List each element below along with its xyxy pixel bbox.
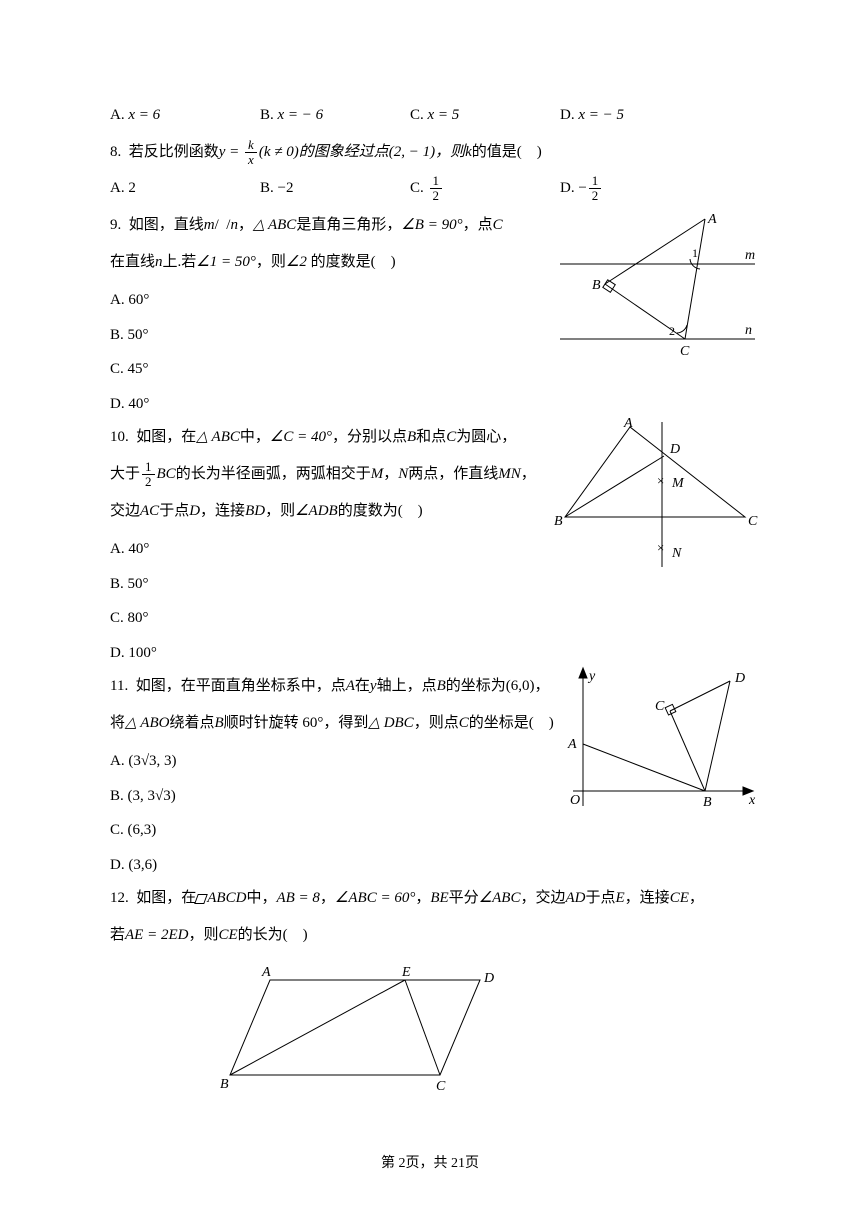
svg-text:D: D	[734, 671, 745, 686]
q7-opt-c[interactable]: C. x = 5	[410, 100, 560, 130]
q11-opt-d[interactable]: D. (3,6)	[110, 848, 750, 883]
svg-text:C: C	[748, 514, 758, 529]
q8-stem: 8. 若反比例函数y = kx(k ≠ 0)的图象经过点(2, − 1)，则k的…	[110, 136, 750, 169]
q7-opt-b[interactable]: B. x = − 6	[260, 100, 410, 130]
q7-opt-d[interactable]: D. x = − 5	[560, 100, 624, 130]
q10-block: A B C D M N × × 10. 如图，在△ ABC中，∠C = 40°，…	[110, 421, 750, 670]
q8-opt-c[interactable]: C. 12	[410, 173, 560, 203]
q11-figure: y x O A B C D	[555, 666, 760, 821]
svg-text:m: m	[745, 248, 755, 263]
svg-text:C: C	[436, 1079, 446, 1094]
svg-text:A: A	[707, 212, 717, 227]
q8-opt-b[interactable]: B. −2	[260, 173, 410, 203]
q7-opt-a[interactable]: A. x = 6	[110, 100, 260, 130]
q7-options: A. x = 6 B. x = − 6 C. x = 5 D. x = − 5	[110, 100, 750, 130]
svg-text:n: n	[745, 323, 752, 338]
svg-text:×: ×	[657, 473, 664, 488]
q10-figure: A B C D M N × ×	[550, 417, 760, 582]
svg-text:A: A	[623, 417, 633, 431]
svg-text:A: A	[261, 965, 271, 980]
q10-opt-d[interactable]: D. 100°	[110, 636, 750, 671]
page-footer: 第 2页，共 21页	[0, 1152, 860, 1172]
svg-text:E: E	[401, 965, 411, 980]
svg-text:C: C	[655, 699, 665, 714]
svg-text:1: 1	[692, 246, 698, 260]
q12-figure: A E D B C	[210, 960, 750, 1100]
svg-text:A: A	[567, 737, 577, 752]
svg-text:2: 2	[669, 324, 675, 338]
q11-block: y x O A B C D 11. 如图，在平面直角坐标系中，点A在y轴上，点B…	[110, 670, 750, 882]
svg-text:B: B	[220, 1077, 229, 1092]
svg-text:B: B	[554, 514, 563, 529]
svg-text:×: ×	[657, 540, 664, 555]
q9-opt-d[interactable]: D. 40°	[110, 387, 750, 422]
svg-text:C: C	[680, 344, 690, 359]
q9-block: A B C m n 1 2 9. 如图，直线m/ /n，△ ABC是直角三角形，…	[110, 209, 750, 421]
q9-figure: A B C m n 1 2	[550, 209, 760, 369]
svg-text:B: B	[592, 278, 601, 293]
svg-text:D: D	[483, 971, 494, 986]
svg-text:N: N	[671, 546, 682, 561]
svg-text:y: y	[587, 669, 596, 684]
q8-options: A. 2 B. −2 C. 12 D. −12	[110, 173, 750, 203]
svg-text:B: B	[703, 795, 712, 810]
q8-opt-a[interactable]: A. 2	[110, 173, 260, 203]
svg-text:M: M	[671, 476, 685, 491]
svg-text:x: x	[748, 793, 756, 808]
q8-opt-d[interactable]: D. −12	[560, 173, 603, 203]
q10-opt-c[interactable]: C. 80°	[110, 601, 750, 636]
svg-text:D: D	[669, 442, 680, 457]
svg-text:O: O	[570, 793, 580, 808]
q12-block: 12. 如图，在ABCD中，AB = 8，∠ABC = 60°，BE平分∠ABC…	[110, 882, 750, 1100]
